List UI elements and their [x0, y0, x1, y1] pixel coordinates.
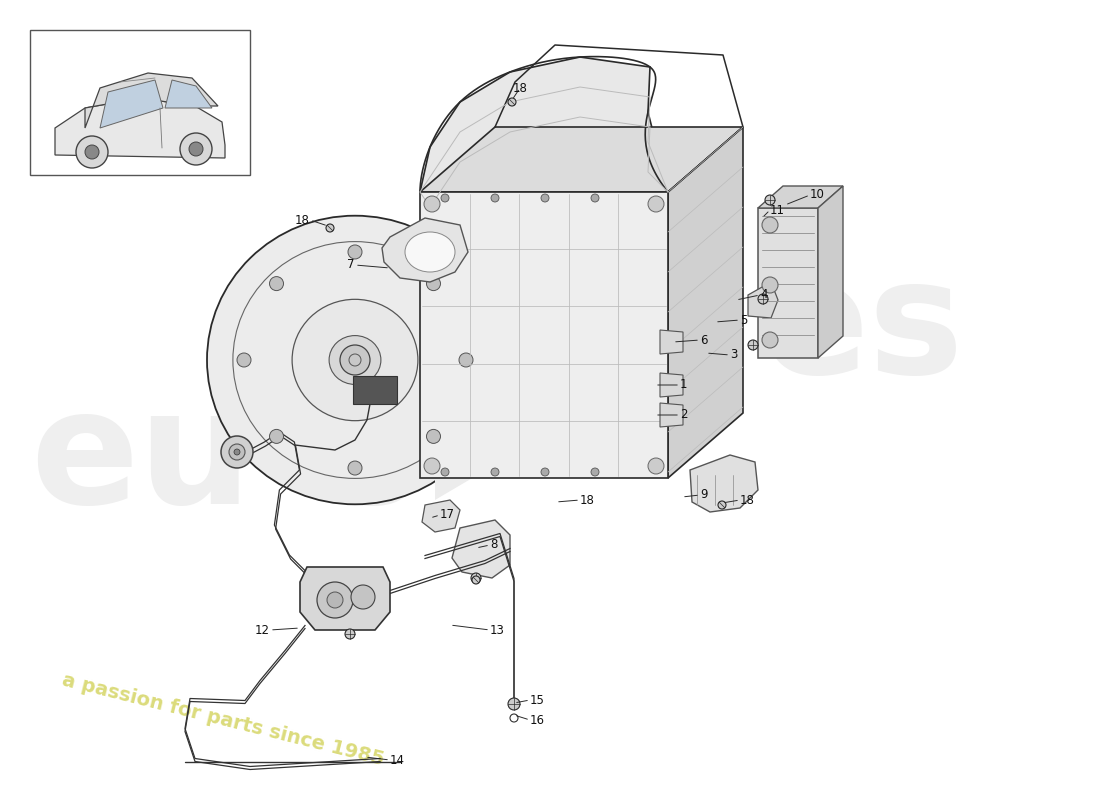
Text: 15: 15	[530, 694, 544, 706]
Polygon shape	[660, 330, 683, 354]
Text: es: es	[760, 253, 964, 407]
Ellipse shape	[329, 335, 381, 385]
Ellipse shape	[207, 216, 503, 504]
Circle shape	[508, 698, 520, 710]
Circle shape	[85, 145, 99, 159]
Bar	[30, 30, 250, 175]
Circle shape	[441, 468, 449, 476]
Polygon shape	[55, 98, 225, 158]
Polygon shape	[818, 186, 843, 358]
Text: 10: 10	[810, 189, 825, 202]
Circle shape	[591, 194, 600, 202]
Ellipse shape	[405, 232, 455, 272]
Text: a passion for parts since 1985: a passion for parts since 1985	[60, 670, 386, 770]
Polygon shape	[452, 520, 510, 578]
Circle shape	[648, 458, 664, 474]
Circle shape	[441, 194, 449, 202]
Polygon shape	[300, 567, 390, 630]
Polygon shape	[434, 230, 503, 500]
Circle shape	[762, 332, 778, 348]
Text: 11: 11	[770, 203, 785, 217]
Circle shape	[229, 444, 245, 460]
Circle shape	[427, 430, 440, 443]
Polygon shape	[85, 73, 218, 128]
Circle shape	[326, 224, 334, 232]
Text: 2: 2	[680, 409, 688, 422]
Circle shape	[234, 449, 240, 455]
Circle shape	[345, 629, 355, 639]
Text: 9: 9	[700, 489, 707, 502]
Polygon shape	[758, 186, 843, 208]
Text: 18: 18	[513, 82, 527, 94]
Polygon shape	[420, 127, 742, 192]
Text: 4: 4	[760, 289, 768, 302]
Circle shape	[424, 196, 440, 212]
Text: 18: 18	[295, 214, 310, 226]
Text: 1: 1	[680, 378, 688, 391]
Text: 8: 8	[490, 538, 497, 551]
Circle shape	[351, 585, 375, 609]
Text: 16: 16	[530, 714, 544, 726]
Polygon shape	[165, 80, 212, 108]
Circle shape	[427, 277, 440, 290]
Polygon shape	[660, 373, 683, 397]
Circle shape	[648, 196, 664, 212]
Polygon shape	[748, 282, 778, 318]
Circle shape	[270, 277, 284, 290]
Circle shape	[762, 217, 778, 233]
Polygon shape	[422, 500, 460, 532]
Text: 17: 17	[440, 509, 455, 522]
Circle shape	[758, 294, 768, 304]
Polygon shape	[353, 376, 397, 404]
Text: 6: 6	[700, 334, 707, 346]
Circle shape	[76, 136, 108, 168]
Circle shape	[472, 576, 480, 584]
Text: eu-o: eu-o	[30, 382, 428, 538]
Circle shape	[221, 436, 253, 468]
Text: 12: 12	[255, 623, 270, 637]
Ellipse shape	[293, 299, 418, 421]
Polygon shape	[420, 192, 668, 478]
Circle shape	[748, 340, 758, 350]
Circle shape	[764, 195, 776, 205]
Text: 13: 13	[490, 623, 505, 637]
Circle shape	[340, 345, 370, 375]
Polygon shape	[690, 455, 758, 512]
Circle shape	[348, 245, 362, 259]
Polygon shape	[420, 57, 668, 192]
Polygon shape	[758, 208, 818, 358]
Circle shape	[236, 353, 251, 367]
Circle shape	[508, 98, 516, 106]
Text: 5: 5	[740, 314, 747, 326]
Text: 3: 3	[730, 349, 737, 362]
Circle shape	[270, 430, 284, 443]
Circle shape	[424, 458, 440, 474]
Polygon shape	[668, 127, 742, 478]
Circle shape	[541, 468, 549, 476]
Circle shape	[459, 353, 473, 367]
Circle shape	[591, 468, 600, 476]
Circle shape	[491, 194, 499, 202]
Text: 18: 18	[740, 494, 755, 506]
Polygon shape	[660, 403, 683, 427]
Circle shape	[762, 277, 778, 293]
Circle shape	[317, 582, 353, 618]
Text: 14: 14	[390, 754, 405, 766]
Circle shape	[189, 142, 204, 156]
Circle shape	[718, 501, 726, 509]
Polygon shape	[382, 218, 468, 282]
Circle shape	[471, 573, 481, 583]
Circle shape	[327, 592, 343, 608]
Polygon shape	[100, 80, 163, 128]
Circle shape	[180, 133, 212, 165]
Text: 18: 18	[580, 494, 595, 506]
Circle shape	[348, 461, 362, 475]
Circle shape	[541, 194, 549, 202]
Text: 7: 7	[348, 258, 355, 271]
Circle shape	[491, 468, 499, 476]
